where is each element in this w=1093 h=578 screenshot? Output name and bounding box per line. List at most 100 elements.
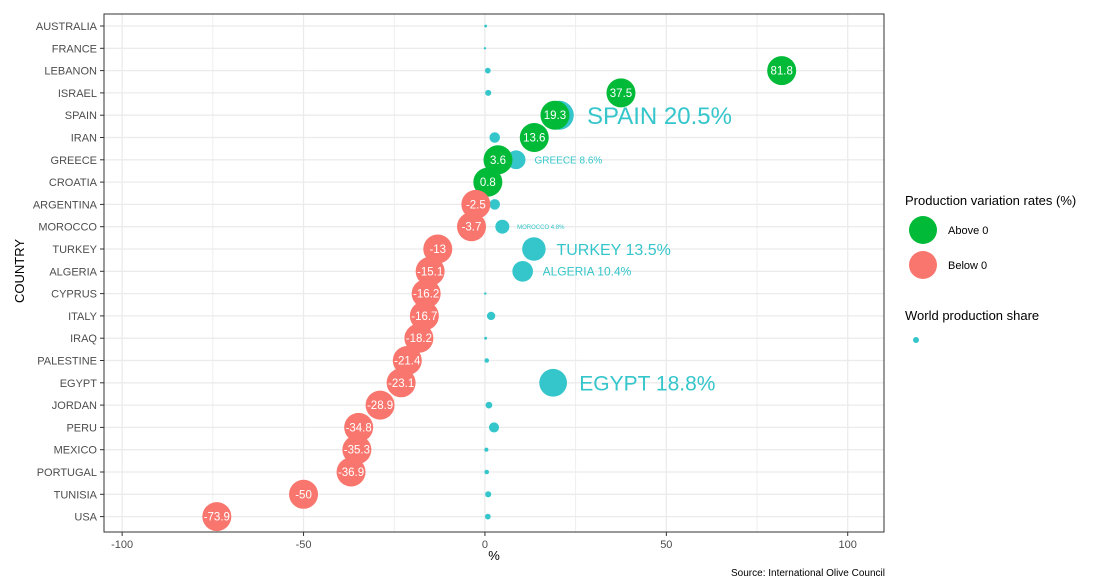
share-point	[484, 469, 490, 475]
share-point	[484, 336, 488, 340]
variation-point	[289, 479, 319, 509]
y-tick-label: JORDAN	[52, 400, 97, 412]
x-tick-label: 0	[482, 539, 488, 551]
y-tick-label: USA	[74, 512, 97, 524]
variation-point	[540, 100, 570, 130]
variation-point	[767, 56, 797, 86]
share-label: EGYPT 18.8%	[579, 372, 715, 395]
share-point	[486, 311, 496, 321]
variation-point	[519, 123, 549, 152]
share-point	[484, 513, 491, 520]
share-label: ALGERIA 10.4%	[543, 265, 632, 279]
variation-value-label: 3.6	[490, 155, 506, 167]
variation-point	[483, 145, 513, 175]
y-tick-label: EGYPT	[60, 378, 98, 390]
x-tick-label: 50	[660, 539, 672, 551]
y-tick-label: SPAIN	[65, 110, 97, 122]
variation-value-label: -73.9	[204, 512, 230, 524]
variation-value-label: 13.6	[523, 133, 545, 145]
share-point	[512, 260, 533, 282]
variation-value-label: 81.8	[770, 66, 792, 78]
grid-layer	[104, 14, 884, 532]
y-tick-label: TUNISIA	[54, 489, 98, 501]
y-tick-label: AUSTRALIA	[36, 21, 98, 33]
source-caption: Source: International Olive Council	[731, 568, 885, 578]
share-point	[539, 368, 568, 397]
y-tick-label: ISRAEL	[58, 88, 97, 100]
variation-value-label: -34.8	[346, 422, 372, 434]
y-tick-label: LEBANON	[44, 66, 97, 78]
variation-value-label: 19.3	[544, 110, 566, 122]
legend-share-symbol	[913, 337, 919, 343]
share-point	[485, 401, 493, 409]
variation-point	[344, 412, 374, 442]
x-tick-label: 100	[839, 539, 857, 551]
variation-point	[457, 212, 487, 242]
share-point	[485, 491, 492, 498]
variation-point	[392, 346, 422, 375]
legend-above-label: Above 0	[948, 225, 988, 237]
variation-point	[342, 435, 372, 465]
variation-value-label: -23.1	[388, 378, 414, 390]
variation-point	[411, 279, 441, 309]
variation-point	[404, 323, 434, 353]
y-tick-label: IRAN	[71, 133, 97, 145]
y-tick-label: PERU	[66, 422, 97, 434]
variation-point	[415, 256, 445, 286]
y-tick-label: PORTUGAL	[37, 467, 97, 479]
share-point	[485, 89, 492, 96]
share-point	[489, 199, 500, 210]
share-label: MOROCCO 4.8%	[517, 225, 565, 231]
share-point	[484, 292, 487, 295]
share-point	[484, 67, 491, 74]
variation-value-label: 37.5	[610, 88, 632, 100]
variation-value-label: -36.9	[338, 467, 364, 479]
share-point	[522, 237, 546, 261]
variation-point	[202, 502, 232, 532]
y-tick-label: IRAQ	[70, 333, 97, 345]
y-tick-label: MOROCCO	[38, 222, 97, 234]
legend: Production variation rates (%) Above 0 B…	[905, 193, 1076, 343]
axes-layer: -100 -50 0 50 100 AUSTRALIA FRANCE LEBANON ISRAE…	[33, 13, 885, 551]
variation-value-label: 0.8	[480, 177, 496, 189]
variation-point	[606, 78, 636, 108]
variation-point	[461, 189, 491, 219]
variation-point	[473, 167, 503, 197]
share-point	[488, 422, 500, 433]
y-tick-label: PALESTINE	[37, 356, 97, 368]
variation-point	[409, 301, 439, 331]
share-point	[495, 219, 510, 234]
variation-value-label: -16.7	[411, 311, 437, 323]
y-tick-label: ITALY	[68, 311, 98, 323]
x-tick-label: -50	[296, 539, 312, 551]
variation-value-label: -16.2	[413, 289, 439, 301]
y-tick-label: TURKEY	[52, 244, 97, 256]
y-axis-title: COUNTRY	[12, 239, 27, 303]
variation-value-label: -21.4	[394, 356, 421, 368]
x-tick-label: -100	[111, 539, 133, 551]
share-point	[489, 132, 500, 143]
variation-point	[386, 368, 416, 398]
variation-value-label: -18.2	[406, 333, 432, 345]
y-tick-label: FRANCE	[52, 43, 97, 55]
panel-border	[103, 13, 885, 533]
share-point	[484, 358, 490, 363]
y-tick-label: GREECE	[51, 155, 97, 167]
share-label: SPAIN 20.5%	[587, 103, 732, 130]
share-label: TURKEY 13.5%	[556, 242, 670, 259]
share-point	[483, 47, 487, 50]
share-point	[484, 447, 489, 452]
variation-value-label: -28.9	[367, 400, 393, 412]
variation-value-label: -15.1	[417, 266, 443, 278]
legend-share-title: World production share	[905, 308, 1039, 323]
share-point	[484, 24, 488, 28]
y-tick-label: ALGERIA	[49, 266, 97, 278]
legend-below-label: Below 0	[948, 260, 987, 272]
share-label: GREECE 8.6%	[535, 155, 603, 166]
y-tick-label: CYPRUS	[51, 289, 97, 301]
legend-above-symbol	[909, 216, 937, 244]
variation-value-label: -2.5	[466, 199, 486, 211]
y-tick-label: CROATIA	[49, 177, 98, 189]
y-tick-label: MEXICO	[54, 445, 98, 457]
